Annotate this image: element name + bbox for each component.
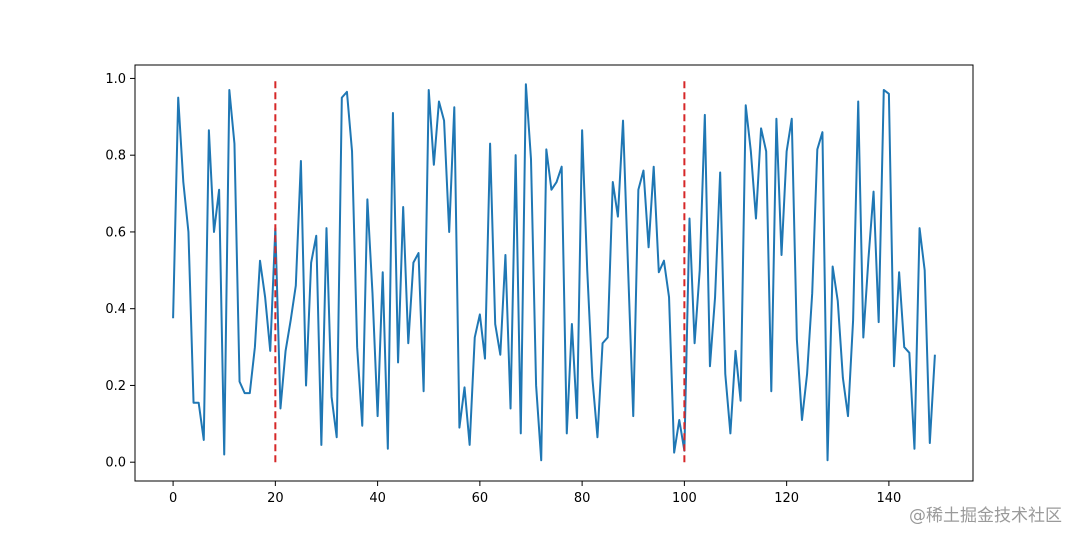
x-tick-label: 20 — [267, 491, 284, 506]
y-tick-label: 0.4 — [105, 302, 126, 317]
y-tick-label: 0.8 — [105, 149, 126, 164]
y-tick-label: 1.0 — [105, 72, 126, 87]
x-tick-label: 0 — [169, 491, 177, 506]
x-tick-label: 40 — [369, 491, 386, 506]
watermark: @稀土掘金技术社区 — [909, 506, 1062, 526]
x-tick-label: 120 — [774, 491, 799, 506]
x-tick-label: 60 — [472, 491, 489, 506]
y-tick-label: 0.6 — [105, 225, 126, 240]
x-tick-label: 140 — [876, 491, 901, 506]
plot-frame — [134, 64, 974, 482]
y-axis: 0.0 0.2 0.4 0.6 0.8 1.0 — [105, 72, 135, 471]
plot-lines — [172, 78, 936, 463]
x-axis: 0 20 40 60 80 100 120 140 — [169, 481, 901, 506]
x-tick-label: 80 — [574, 491, 591, 506]
series-line-0 — [172, 83, 936, 462]
y-tick-label: 0.0 — [105, 456, 126, 471]
y-tick-label: 0.2 — [105, 379, 126, 394]
x-tick-label: 100 — [672, 491, 697, 506]
